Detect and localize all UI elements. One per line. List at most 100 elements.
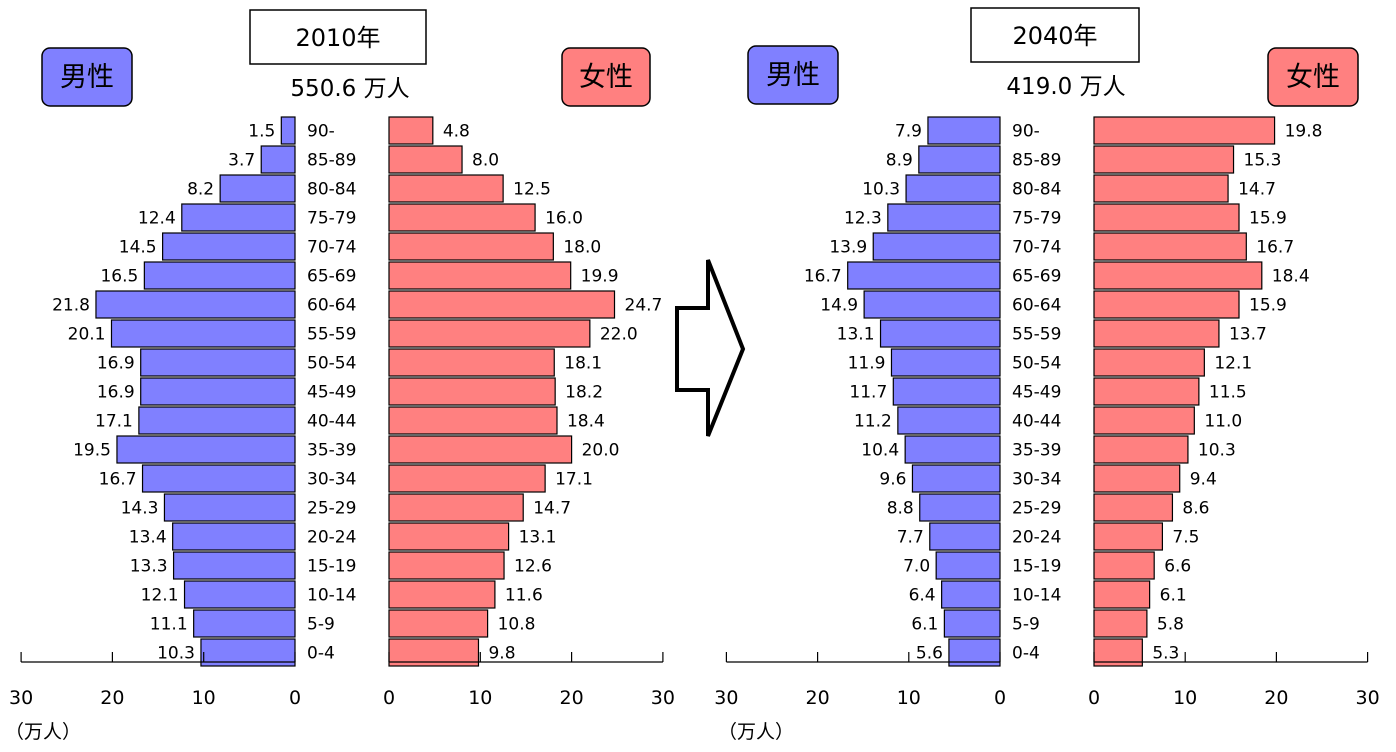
male-value-label: 3.7: [228, 151, 255, 171]
age-group-label: 20-24: [1012, 528, 1061, 548]
female-legend-box: [561, 47, 651, 107]
female-value-label: 18.0: [563, 238, 601, 258]
female-value-label: 9.4: [1190, 470, 1217, 490]
male-axis-tick-label: 30: [714, 687, 738, 709]
age-group-label: 35-39: [307, 441, 356, 461]
age-group-label: 50-54: [307, 354, 356, 374]
male-value-label: 11.2: [854, 412, 892, 432]
female-value-label: 18.1: [564, 354, 602, 374]
female-legend-label: 女性: [1286, 62, 1340, 93]
female-value-label: 8.0: [472, 151, 499, 171]
male-value-label: 16.9: [97, 383, 135, 403]
age-group-label: 65-69: [1012, 267, 1061, 287]
male-bar: [892, 377, 1001, 406]
female-axis-tick-label: 20: [1264, 687, 1288, 709]
age-group-label: 15-19: [1012, 557, 1061, 577]
male-bar: [935, 551, 1001, 580]
female-value-label: 12.5: [513, 180, 551, 200]
female-value-label: 16.0: [545, 209, 583, 229]
male-bar: [280, 116, 296, 145]
female-bar: [388, 290, 616, 319]
age-group-label: 10-14: [1012, 586, 1061, 606]
female-bar: [388, 203, 536, 232]
female-bar: [1093, 609, 1148, 638]
age-group-label: 45-49: [307, 383, 356, 403]
age-group-label: 25-29: [1012, 499, 1061, 519]
female-value-label: 4.8: [443, 122, 470, 142]
female-bar: [1093, 174, 1229, 203]
age-group-label: 55-59: [1012, 325, 1061, 345]
male-bar: [162, 232, 296, 261]
male-bar: [95, 290, 296, 319]
male-legend-label: 男性: [60, 62, 114, 93]
male-legend-box: [747, 45, 839, 105]
male-bar: [172, 551, 296, 580]
male-bar: [897, 406, 1001, 435]
female-bar: [388, 232, 554, 261]
female-bar: [1093, 377, 1200, 406]
age-group-label: 40-44: [1012, 412, 1061, 432]
male-value-label: 13.4: [129, 528, 167, 548]
female-axis-tick-label: 20: [560, 687, 584, 709]
male-bar: [140, 348, 296, 377]
chart-title: 2040年: [1012, 22, 1097, 50]
male-bar: [887, 203, 1001, 232]
age-group-label: 30-34: [307, 470, 356, 490]
male-bar: [141, 464, 296, 493]
female-bar: [388, 522, 510, 551]
male-bar: [193, 609, 296, 638]
age-group-label: 35-39: [1012, 441, 1061, 461]
female-value-label: 5.8: [1157, 615, 1184, 635]
male-bar: [904, 435, 1001, 464]
female-bar: [1093, 522, 1164, 551]
male-value-label: 19.5: [73, 441, 111, 461]
age-group-label: 10-14: [307, 586, 356, 606]
female-value-label: 6.6: [1164, 557, 1191, 577]
male-bar: [138, 406, 296, 435]
female-axis-tick-label: 30: [1356, 687, 1380, 709]
male-bar: [941, 580, 1001, 609]
female-value-label: 6.1: [1160, 586, 1187, 606]
female-value-label: 9.8: [488, 644, 515, 664]
female-value-label: 14.7: [1238, 180, 1276, 200]
male-value-label: 1.5: [248, 122, 275, 142]
total-population-label: 419.0 万人: [1006, 74, 1125, 100]
age-group-label: 70-74: [1012, 238, 1061, 258]
age-group-label: 80-84: [307, 180, 356, 200]
right-arrow-icon: [675, 259, 746, 437]
age-group-label: 90-: [1012, 122, 1040, 142]
female-bar: [1093, 493, 1174, 522]
age-group-label: 60-64: [1012, 296, 1061, 316]
female-value-label: 11.5: [1209, 383, 1247, 403]
age-group-label: 90-: [307, 122, 335, 142]
female-bar: [388, 493, 524, 522]
age-group-label: 20-24: [307, 528, 356, 548]
female-axis-tick-label: 10: [468, 687, 492, 709]
female-axis-tick-label: 30: [651, 687, 675, 709]
female-legend-label: 女性: [579, 62, 633, 93]
male-bar: [879, 319, 1001, 348]
male-bar: [929, 522, 1001, 551]
female-value-label: 22.0: [600, 325, 638, 345]
female-bar: [388, 406, 558, 435]
age-group-label: 0-4: [307, 644, 335, 664]
male-axis-tick-label: 0: [994, 687, 1006, 709]
male-value-label: 10.4: [861, 441, 899, 461]
male-bar: [863, 290, 1001, 319]
male-value-label: 21.8: [52, 296, 90, 316]
male-value-label: 12.4: [138, 209, 176, 229]
male-value-label: 16.5: [100, 267, 138, 287]
male-value-label: 17.1: [95, 412, 133, 432]
male-value-label: 9.6: [879, 470, 906, 490]
male-bar: [143, 261, 296, 290]
female-bar: [1093, 203, 1240, 232]
age-group-label: 60-64: [307, 296, 356, 316]
male-value-label: 16.9: [97, 354, 135, 374]
male-value-label: 5.6: [916, 644, 943, 664]
female-value-label: 16.7: [1256, 238, 1294, 258]
age-group-label: 70-74: [307, 238, 356, 258]
female-axis-tick-label: 0: [383, 687, 395, 709]
age-group-label: 15-19: [307, 557, 356, 577]
